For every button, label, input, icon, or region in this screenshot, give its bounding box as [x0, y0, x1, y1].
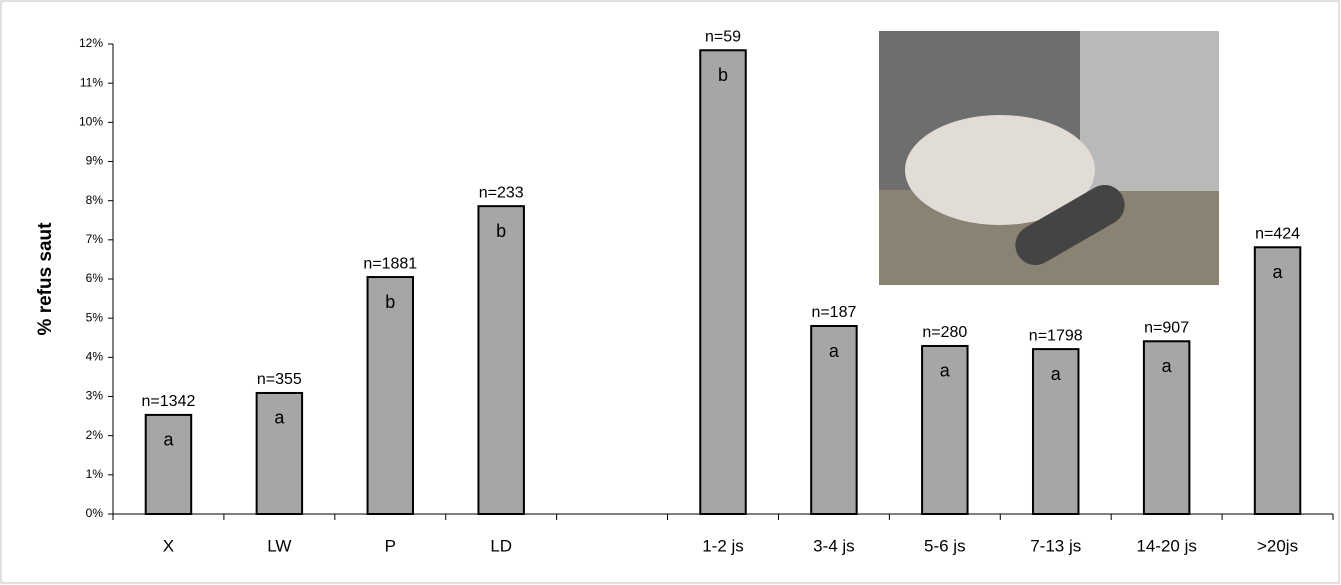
bar — [1253, 246, 1302, 515]
photo-trough — [1015, 184, 1125, 265]
sample-size-label: n=233 — [479, 184, 524, 201]
x-tick-label: 5-6 js — [924, 536, 966, 555]
bar — [1142, 340, 1191, 515]
x-tick-label: 1-2 js — [702, 536, 744, 555]
group-letter: a — [829, 341, 840, 361]
y-tick-label: 10% — [79, 115, 103, 129]
group-letter: a — [163, 430, 174, 450]
sample-size-label: n=59 — [705, 28, 741, 45]
sample-size-label: n=280 — [922, 324, 967, 341]
y-tick-label: 1% — [86, 467, 104, 481]
sample-size-label: n=1798 — [1029, 327, 1083, 344]
y-tick-label: 11% — [80, 75, 103, 89]
y-tick-label: 8% — [86, 193, 104, 207]
photo — [879, 31, 1219, 285]
group-letter: b — [385, 292, 395, 312]
group-letter: a — [1051, 364, 1062, 384]
x-tick-label: 3-4 js — [813, 536, 855, 555]
group-letter: a — [1162, 356, 1173, 376]
bar — [921, 344, 969, 515]
sample-size-label: n=355 — [257, 371, 302, 388]
y-tick-label: 5% — [86, 310, 104, 324]
photo-pig — [905, 115, 1095, 225]
group-letter: a — [274, 408, 285, 428]
photo-wall — [1080, 31, 1219, 191]
bar — [810, 325, 858, 515]
x-tick-label: LW — [267, 536, 291, 555]
y-tick-label: 2% — [86, 428, 104, 442]
bar — [366, 276, 415, 515]
x-tick-label: P — [385, 536, 396, 555]
bar — [699, 49, 747, 516]
group-letter: b — [496, 221, 506, 241]
y-tick-label: 12% — [79, 36, 103, 50]
bar — [477, 205, 525, 515]
group-letter: a — [1273, 262, 1284, 282]
group-letter: b — [718, 65, 728, 85]
sample-size-label: n=907 — [1144, 319, 1189, 336]
sample-size-label: n=187 — [811, 304, 856, 321]
y-tick-label: 0% — [86, 506, 104, 520]
y-tick-label: 9% — [86, 154, 104, 168]
bar — [144, 413, 193, 515]
x-tick-label: >20js — [1257, 536, 1298, 555]
y-tick-label: 3% — [86, 389, 104, 403]
y-axis-title: % refus saut — [35, 222, 56, 336]
bar — [255, 391, 304, 516]
x-tick-label: 7-13 js — [1030, 536, 1081, 555]
group-letter: a — [940, 361, 951, 381]
x-tick-label: X — [163, 536, 174, 555]
x-tick-label: 14-20 js — [1136, 536, 1196, 555]
sample-size-label: n=424 — [1255, 225, 1300, 242]
bar — [1031, 348, 1080, 515]
sample-size-label: n=1342 — [142, 393, 196, 410]
sample-size-label: n=1881 — [363, 255, 417, 272]
y-tick-label: 7% — [86, 232, 104, 246]
y-tick-label: 6% — [86, 271, 104, 285]
x-tick-label: LD — [490, 536, 512, 555]
y-tick-label: 4% — [86, 350, 104, 364]
